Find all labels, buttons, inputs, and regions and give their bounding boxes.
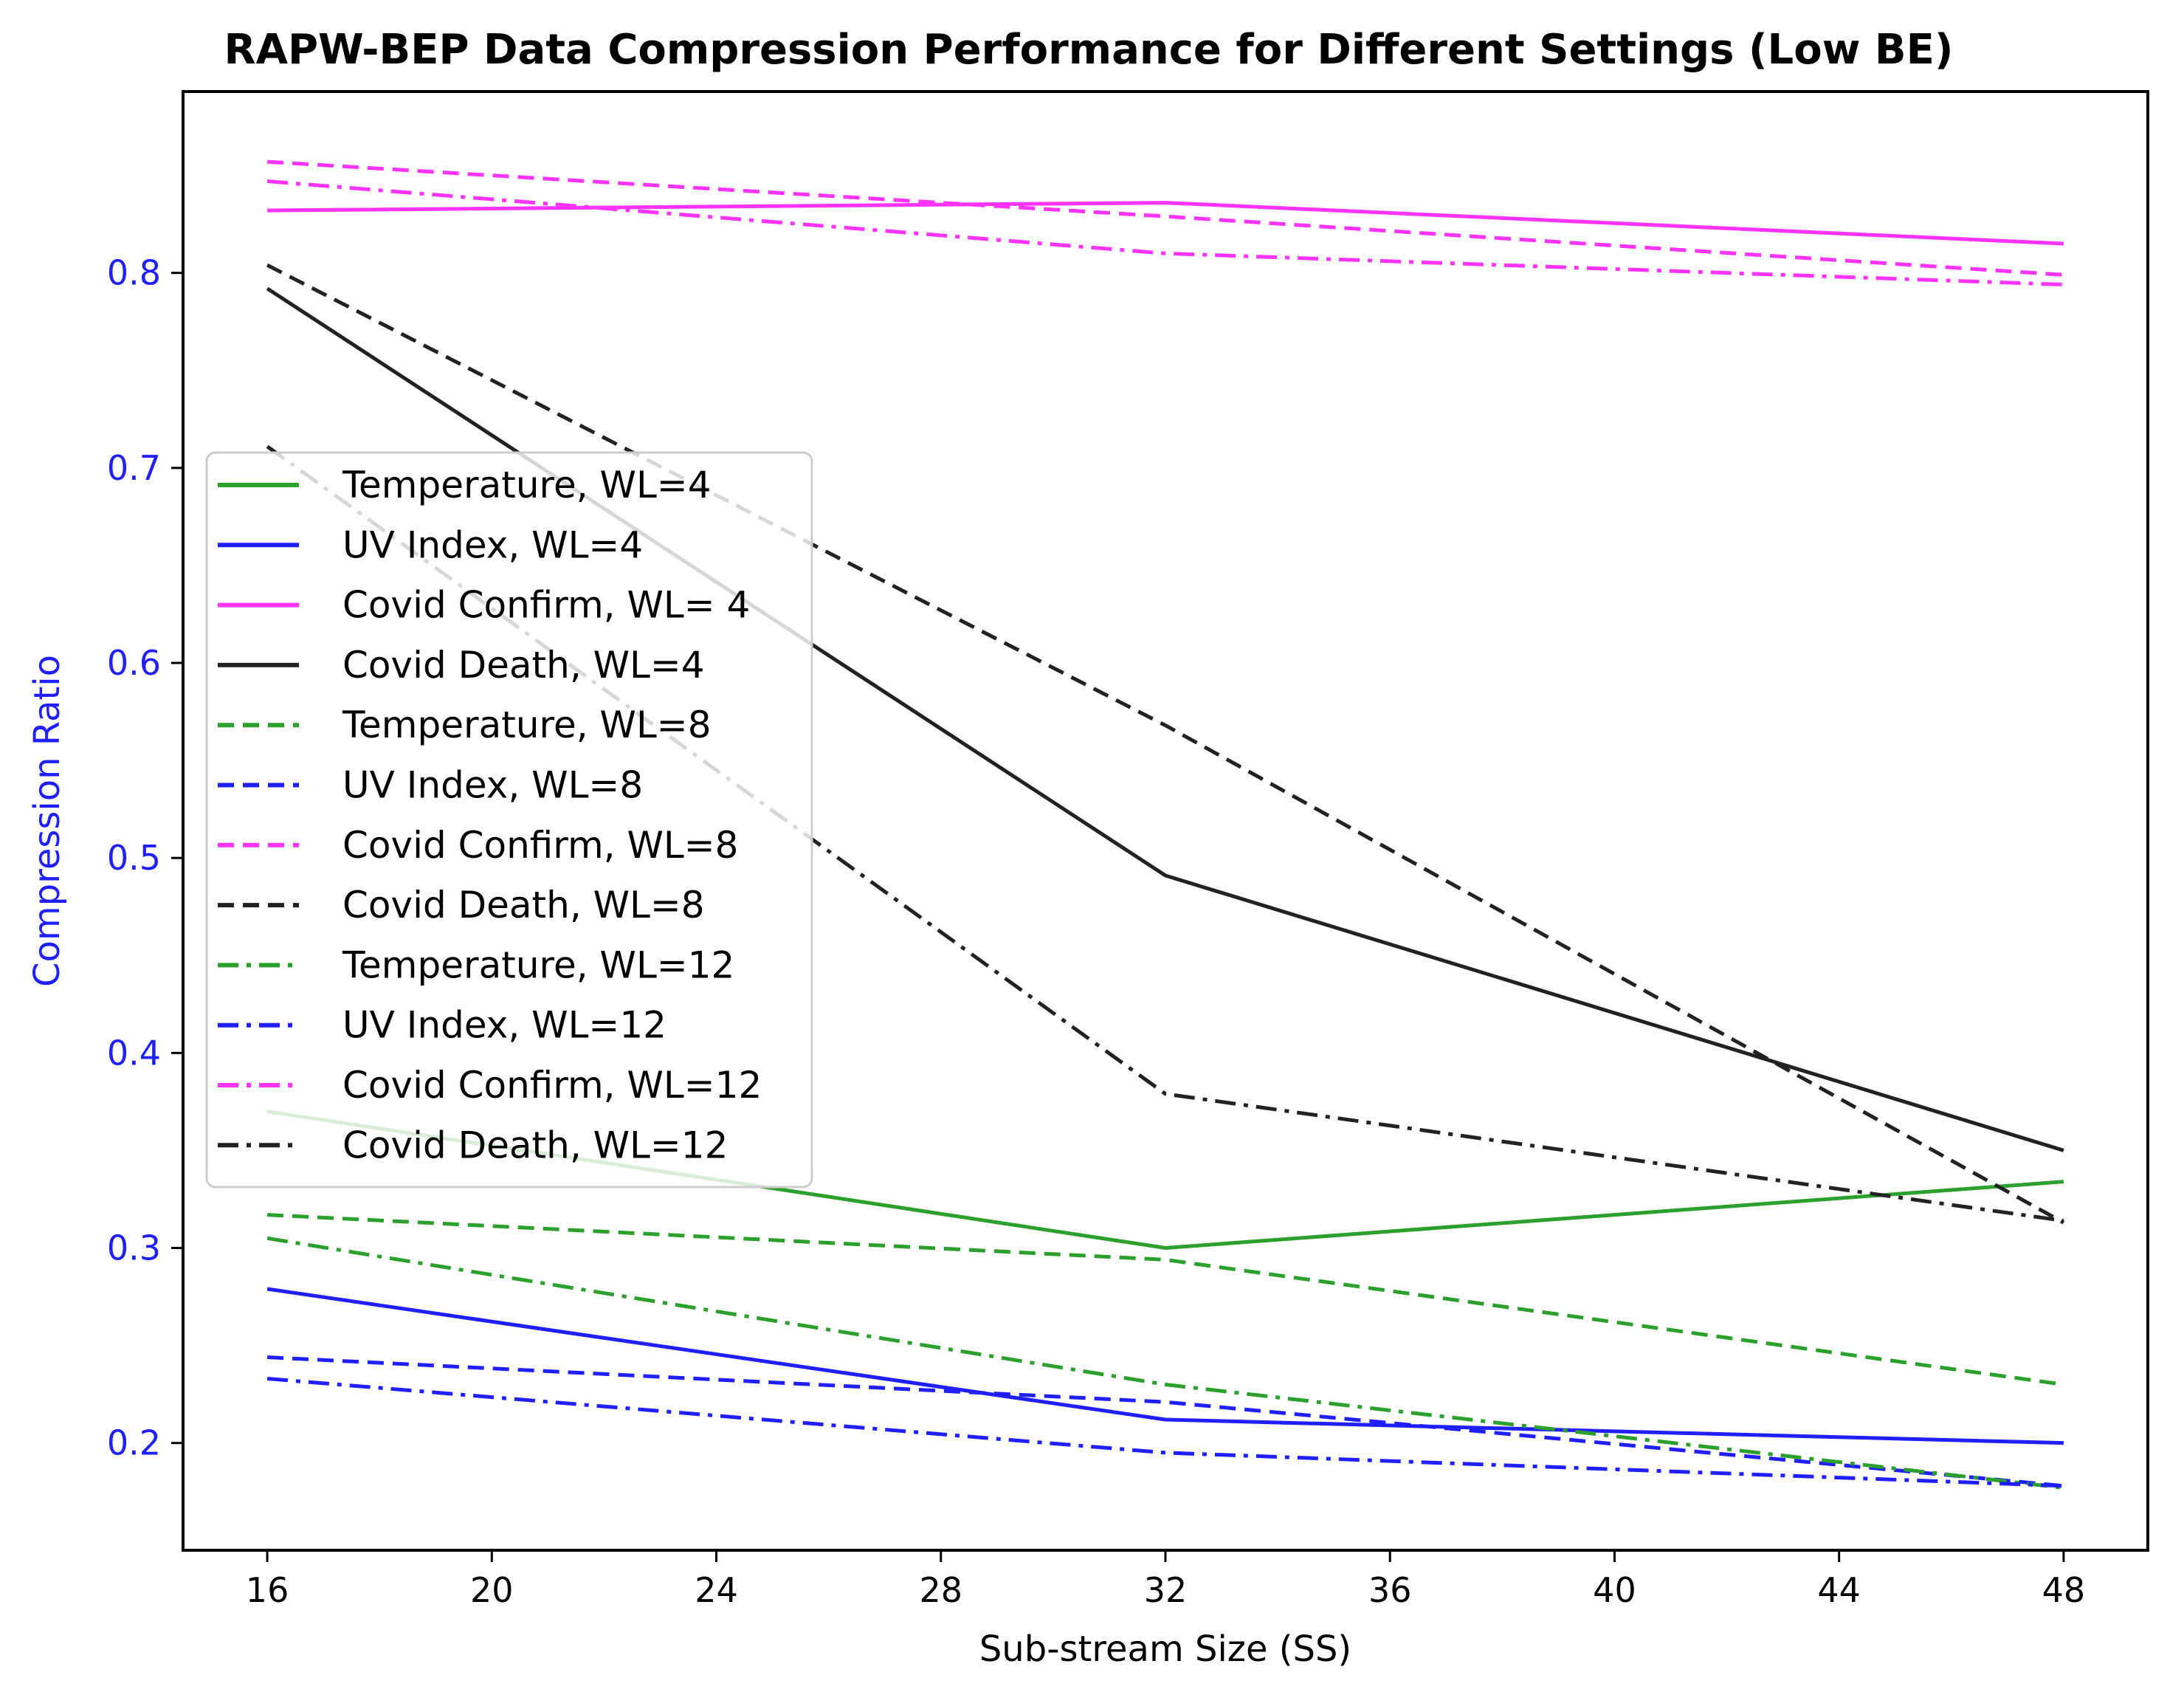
series-line-9 <box>266 1236 2064 1490</box>
x-tick-label: 48 <box>2042 1570 2086 1610</box>
legend-label: Covid Confirm, WL=8 <box>342 824 738 867</box>
x-tick-label: 28 <box>919 1570 962 1610</box>
legend-label: Covid Death, WL=4 <box>342 644 705 687</box>
y-axis-label: Compression Ratio <box>27 655 68 987</box>
legend-label: Covid Confirm, WL=12 <box>342 1064 762 1107</box>
legend-label: UV Index, WL=4 <box>342 523 643 566</box>
series-line-10 <box>266 1377 2064 1488</box>
legend: Temperature, WL=4 UV Index, WL=4 Covid Con… <box>205 451 813 1189</box>
legend-label: Temperature, WL=12 <box>342 943 734 986</box>
legend-label: Temperature, WL=4 <box>342 464 712 506</box>
y-tick-label: 0.5 <box>107 838 161 878</box>
x-tick-label: 20 <box>470 1570 514 1610</box>
legend-label: Covid Death, WL=8 <box>342 884 705 926</box>
x-axis: 16 20 24 28 32 36 40 44 48 <box>246 1550 2085 1610</box>
chart-title: RAPW-BEP Data Compression Performance fo… <box>224 26 1954 74</box>
series-line-3 <box>267 201 2064 246</box>
legend-label: UV Index, WL=12 <box>342 1004 666 1047</box>
series-line-12 <box>266 444 2064 1223</box>
x-tick-label: 16 <box>246 1570 289 1610</box>
x-tick-label: 36 <box>1368 1570 1412 1610</box>
x-tick-label: 44 <box>1817 1570 1861 1610</box>
x-tick-label: 32 <box>1144 1570 1188 1610</box>
y-tick-label: 0.2 <box>107 1423 161 1463</box>
legend-label: Covid Death, WL=12 <box>342 1124 728 1166</box>
series-line-8 <box>266 263 2065 1225</box>
legend-label: UV Index, WL=8 <box>342 764 643 807</box>
series-line-11 <box>266 179 2064 286</box>
legend-label: Covid Confirm, WL= 4 <box>342 584 750 627</box>
legend-box <box>205 451 813 1189</box>
y-tick-label: 0.7 <box>107 448 161 488</box>
legend-label: Temperature, WL=8 <box>342 704 712 746</box>
y-tick-label: 0.4 <box>107 1033 161 1073</box>
y-tick-label: 0.8 <box>107 253 161 293</box>
y-axis: 0.2 0.3 0.4 0.5 0.6 0.7 0.8 <box>107 253 183 1463</box>
y-tick-label: 0.3 <box>107 1228 161 1268</box>
x-tick-label: 40 <box>1593 1570 1636 1610</box>
x-tick-label: 24 <box>695 1570 738 1610</box>
series-line-2 <box>266 1287 2064 1445</box>
x-axis-label: Sub-stream Size (SS) <box>979 1629 1351 1670</box>
y-tick-label: 0.6 <box>107 643 161 683</box>
